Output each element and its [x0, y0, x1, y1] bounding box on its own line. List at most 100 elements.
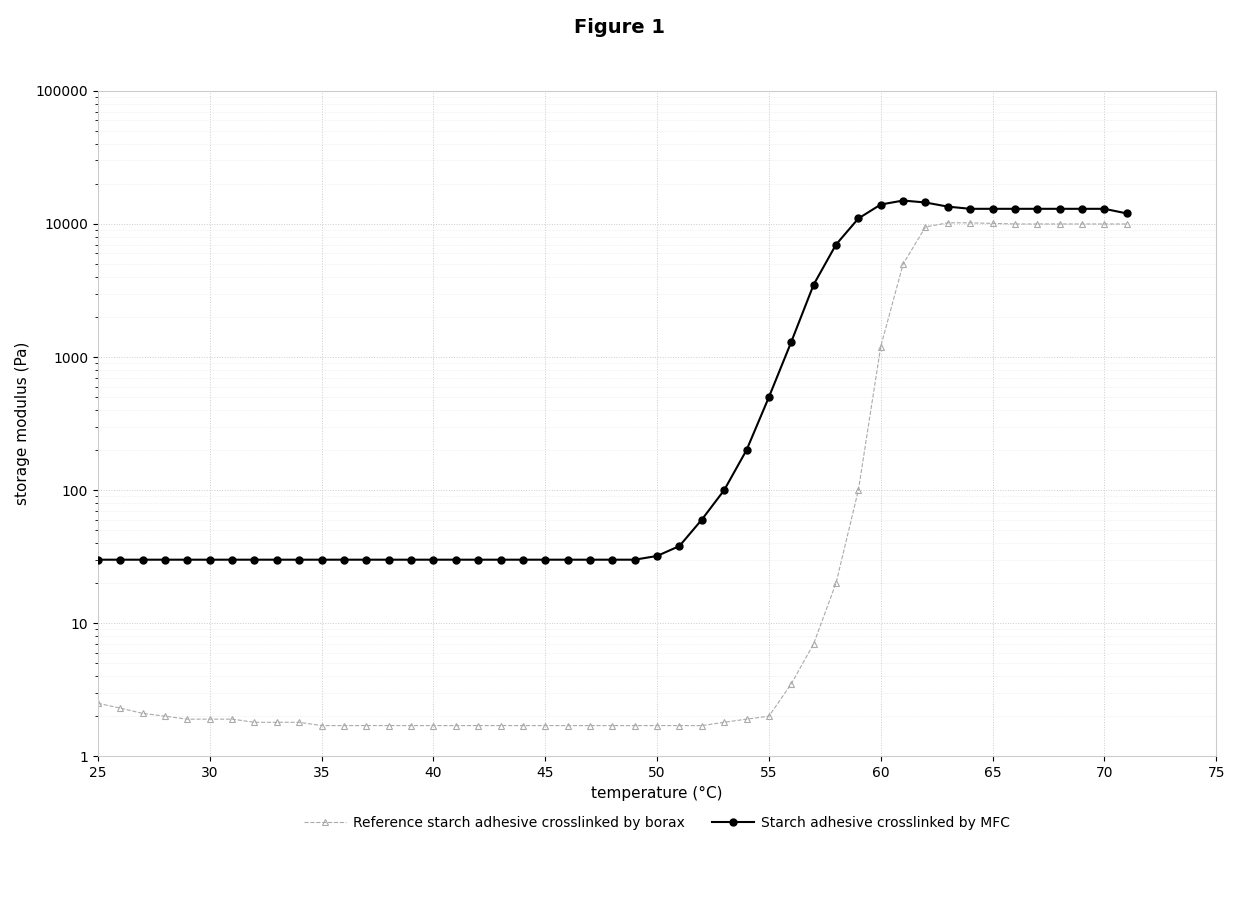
Reference starch adhesive crosslinked by borax	[806, 638, 821, 649]
Reference starch adhesive crosslinked by borax	[516, 720, 531, 731]
Starch adhesive crosslinked by MFC	[828, 239, 843, 250]
Starch adhesive crosslinked by MFC	[895, 195, 910, 206]
Reference starch adhesive crosslinked by borax	[1008, 218, 1023, 229]
Reference starch adhesive crosslinked by borax	[583, 720, 598, 731]
Starch adhesive crosslinked by MFC	[739, 445, 754, 456]
Starch adhesive crosslinked by MFC	[605, 554, 620, 565]
Reference starch adhesive crosslinked by borax	[427, 720, 441, 731]
Starch adhesive crosslinked by MFC	[1075, 203, 1090, 214]
Starch adhesive crosslinked by MFC	[449, 554, 464, 565]
Reference starch adhesive crosslinked by borax	[538, 720, 553, 731]
Reference starch adhesive crosslinked by borax	[605, 720, 620, 731]
Starch adhesive crosslinked by MFC	[806, 279, 821, 290]
Legend: Reference starch adhesive crosslinked by borax, Starch adhesive crosslinked by M: Reference starch adhesive crosslinked by…	[299, 811, 1016, 835]
Starch adhesive crosslinked by MFC	[113, 554, 128, 565]
Reference starch adhesive crosslinked by borax	[940, 217, 955, 228]
Reference starch adhesive crosslinked by borax	[560, 720, 575, 731]
Starch adhesive crosslinked by MFC	[1030, 203, 1045, 214]
Starch adhesive crosslinked by MFC	[627, 554, 642, 565]
Starch adhesive crosslinked by MFC	[91, 554, 105, 565]
Starch adhesive crosslinked by MFC	[358, 554, 373, 565]
Starch adhesive crosslinked by MFC	[269, 554, 284, 565]
Line: Starch adhesive crosslinked by MFC: Starch adhesive crosslinked by MFC	[94, 197, 1130, 563]
Starch adhesive crosslinked by MFC	[291, 554, 306, 565]
Reference starch adhesive crosslinked by borax	[1120, 218, 1135, 229]
X-axis label: temperature (°C): temperature (°C)	[591, 785, 723, 801]
Starch adhesive crosslinked by MFC	[427, 554, 441, 565]
Reference starch adhesive crosslinked by borax	[403, 720, 418, 731]
Starch adhesive crosslinked by MFC	[851, 213, 866, 224]
Reference starch adhesive crosslinked by borax	[627, 720, 642, 731]
Reference starch adhesive crosslinked by borax	[113, 703, 128, 713]
Reference starch adhesive crosslinked by borax	[336, 720, 351, 731]
Starch adhesive crosslinked by MFC	[157, 554, 172, 565]
Starch adhesive crosslinked by MFC	[314, 554, 329, 565]
Starch adhesive crosslinked by MFC	[1008, 203, 1023, 214]
Reference starch adhesive crosslinked by borax	[135, 708, 150, 719]
Starch adhesive crosslinked by MFC	[516, 554, 531, 565]
Starch adhesive crosslinked by MFC	[403, 554, 418, 565]
Y-axis label: storage modulus (Pa): storage modulus (Pa)	[15, 342, 30, 505]
Reference starch adhesive crosslinked by borax	[739, 713, 754, 724]
Starch adhesive crosslinked by MFC	[650, 551, 665, 561]
Reference starch adhesive crosslinked by borax	[1030, 218, 1045, 229]
Starch adhesive crosslinked by MFC	[717, 485, 732, 496]
Reference starch adhesive crosslinked by borax	[180, 713, 195, 724]
Reference starch adhesive crosslinked by borax	[851, 485, 866, 496]
Reference starch adhesive crosslinked by borax	[224, 713, 239, 724]
Reference starch adhesive crosslinked by borax	[291, 717, 306, 728]
Starch adhesive crosslinked by MFC	[336, 554, 351, 565]
Starch adhesive crosslinked by MFC	[180, 554, 195, 565]
Reference starch adhesive crosslinked by borax	[761, 711, 776, 722]
Reference starch adhesive crosslinked by borax	[962, 217, 977, 228]
Reference starch adhesive crosslinked by borax	[471, 720, 486, 731]
Reference starch adhesive crosslinked by borax	[269, 717, 284, 728]
Starch adhesive crosslinked by MFC	[873, 199, 888, 210]
Starch adhesive crosslinked by MFC	[381, 554, 396, 565]
Reference starch adhesive crosslinked by borax	[694, 720, 709, 731]
Reference starch adhesive crosslinked by borax	[494, 720, 508, 731]
Starch adhesive crosslinked by MFC	[962, 203, 977, 214]
Starch adhesive crosslinked by MFC	[224, 554, 239, 565]
Starch adhesive crosslinked by MFC	[694, 514, 709, 525]
Starch adhesive crosslinked by MFC	[202, 554, 217, 565]
Reference starch adhesive crosslinked by borax	[873, 341, 888, 352]
Reference starch adhesive crosslinked by borax	[449, 720, 464, 731]
Reference starch adhesive crosslinked by borax	[1053, 218, 1068, 229]
Reference starch adhesive crosslinked by borax	[358, 720, 373, 731]
Reference starch adhesive crosslinked by borax	[918, 221, 932, 232]
Reference starch adhesive crosslinked by borax	[247, 717, 262, 728]
Starch adhesive crosslinked by MFC	[1053, 203, 1068, 214]
Reference starch adhesive crosslinked by borax	[717, 717, 732, 728]
Reference starch adhesive crosslinked by borax	[157, 711, 172, 722]
Reference starch adhesive crosslinked by borax	[91, 698, 105, 709]
Starch adhesive crosslinked by MFC	[940, 201, 955, 212]
Reference starch adhesive crosslinked by borax	[650, 720, 665, 731]
Starch adhesive crosslinked by MFC	[494, 554, 508, 565]
Reference starch adhesive crosslinked by borax	[381, 720, 396, 731]
Starch adhesive crosslinked by MFC	[918, 197, 932, 208]
Starch adhesive crosslinked by MFC	[560, 554, 575, 565]
Starch adhesive crosslinked by MFC	[672, 541, 687, 551]
Reference starch adhesive crosslinked by borax	[1075, 218, 1090, 229]
Starch adhesive crosslinked by MFC	[247, 554, 262, 565]
Starch adhesive crosslinked by MFC	[761, 391, 776, 402]
Starch adhesive crosslinked by MFC	[538, 554, 553, 565]
Line: Reference starch adhesive crosslinked by borax: Reference starch adhesive crosslinked by…	[95, 220, 1130, 728]
Starch adhesive crosslinked by MFC	[1097, 203, 1112, 214]
Reference starch adhesive crosslinked by borax	[895, 258, 910, 269]
Reference starch adhesive crosslinked by borax	[1097, 218, 1112, 229]
Reference starch adhesive crosslinked by borax	[784, 678, 799, 689]
Starch adhesive crosslinked by MFC	[784, 337, 799, 348]
Text: Figure 1: Figure 1	[574, 18, 666, 37]
Reference starch adhesive crosslinked by borax	[314, 720, 329, 731]
Starch adhesive crosslinked by MFC	[1120, 208, 1135, 219]
Reference starch adhesive crosslinked by borax	[828, 578, 843, 589]
Starch adhesive crosslinked by MFC	[135, 554, 150, 565]
Reference starch adhesive crosslinked by borax	[202, 713, 217, 724]
Starch adhesive crosslinked by MFC	[985, 203, 999, 214]
Reference starch adhesive crosslinked by borax	[672, 720, 687, 731]
Starch adhesive crosslinked by MFC	[583, 554, 598, 565]
Reference starch adhesive crosslinked by borax	[985, 217, 999, 228]
Starch adhesive crosslinked by MFC	[471, 554, 486, 565]
